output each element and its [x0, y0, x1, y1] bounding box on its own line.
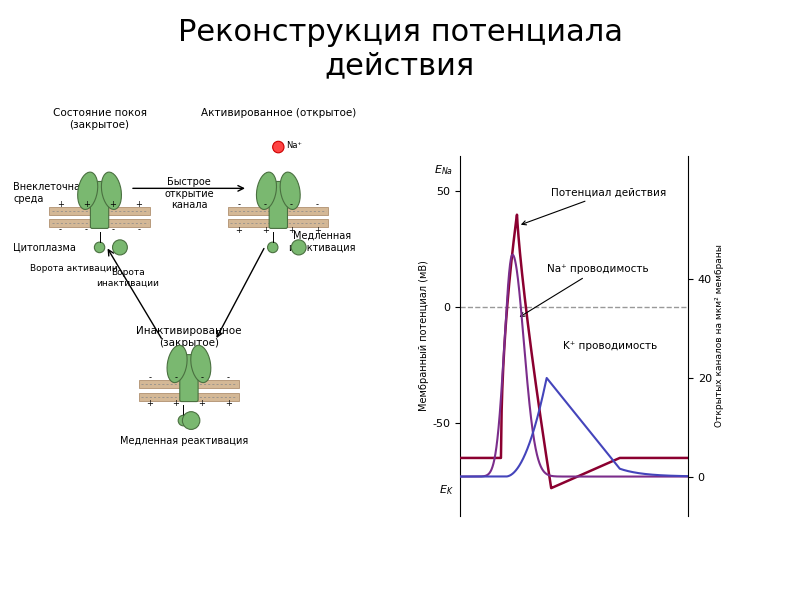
Text: Ворота активации: Ворота активации — [30, 264, 118, 273]
Text: Потенциал действия: Потенциал действия — [522, 187, 666, 225]
Ellipse shape — [190, 345, 211, 383]
Text: Ворота
инактивации: Ворота инактивации — [97, 268, 159, 287]
Text: -: - — [59, 226, 62, 235]
Text: -: - — [85, 226, 88, 235]
Text: -: - — [264, 200, 266, 209]
Ellipse shape — [167, 345, 187, 383]
Ellipse shape — [257, 172, 277, 209]
Text: Реконструкция потенциала
действия: Реконструкция потенциала действия — [178, 18, 622, 80]
Text: +: + — [262, 226, 269, 235]
Text: +: + — [83, 200, 90, 209]
Ellipse shape — [280, 172, 300, 209]
Circle shape — [182, 412, 200, 430]
Text: Медленная
инактивация: Медленная инактивация — [288, 231, 356, 253]
Circle shape — [178, 415, 189, 426]
Text: -: - — [238, 200, 241, 209]
Text: +: + — [314, 226, 321, 235]
Text: Цитоплазма: Цитоплазма — [14, 242, 76, 253]
Bar — [228, 220, 329, 227]
Text: -: - — [138, 226, 140, 235]
Text: $E_K$: $E_K$ — [438, 484, 453, 497]
Bar — [139, 392, 239, 401]
Text: +: + — [198, 399, 206, 408]
Circle shape — [267, 242, 278, 253]
Text: +: + — [110, 200, 116, 209]
Circle shape — [273, 141, 284, 153]
FancyBboxPatch shape — [90, 181, 109, 229]
Text: -: - — [174, 373, 178, 382]
Text: +: + — [288, 226, 295, 235]
Text: Внеклеточная
среда: Внеклеточная среда — [14, 182, 86, 203]
Text: +: + — [57, 200, 64, 209]
Text: -: - — [111, 226, 114, 235]
Ellipse shape — [78, 172, 98, 209]
Y-axis label: Открытых каналов на мкм² мембраны: Открытых каналов на мкм² мембраны — [714, 245, 724, 427]
Text: K⁺ проводимость: K⁺ проводимость — [562, 341, 657, 351]
Text: +: + — [236, 226, 242, 235]
Bar — [50, 220, 150, 227]
Text: Инактивированное
(закрытое): Инактивированное (закрытое) — [136, 326, 242, 347]
Circle shape — [291, 240, 306, 255]
Bar — [50, 207, 150, 215]
Bar — [139, 380, 239, 388]
Text: Быстрое
открытие
канала: Быстрое открытие канала — [164, 177, 214, 211]
Text: Медленная реактивация: Медленная реактивация — [121, 436, 249, 446]
Y-axis label: Мембранный потенциал (мВ): Мембранный потенциал (мВ) — [419, 260, 430, 412]
Ellipse shape — [102, 172, 122, 209]
Text: -: - — [290, 200, 293, 209]
Circle shape — [94, 242, 105, 253]
Text: -: - — [226, 373, 230, 382]
Text: -: - — [316, 200, 319, 209]
Bar — [228, 207, 329, 215]
Text: +: + — [146, 399, 153, 408]
Text: +: + — [173, 399, 179, 408]
Text: +: + — [135, 200, 142, 209]
Text: $E_{Na}$: $E_{Na}$ — [434, 163, 453, 177]
Text: Активированное (открытое): Активированное (открытое) — [201, 109, 356, 118]
Text: Na⁺ проводимость: Na⁺ проводимость — [521, 264, 648, 316]
Text: -: - — [201, 373, 203, 382]
Text: -: - — [148, 373, 151, 382]
FancyBboxPatch shape — [180, 355, 198, 401]
Text: Состояние покоя
(закрытое): Состояние покоя (закрытое) — [53, 109, 146, 130]
Circle shape — [113, 240, 127, 255]
FancyBboxPatch shape — [269, 181, 287, 229]
Text: Na⁺: Na⁺ — [286, 141, 302, 150]
Text: +: + — [225, 399, 232, 408]
